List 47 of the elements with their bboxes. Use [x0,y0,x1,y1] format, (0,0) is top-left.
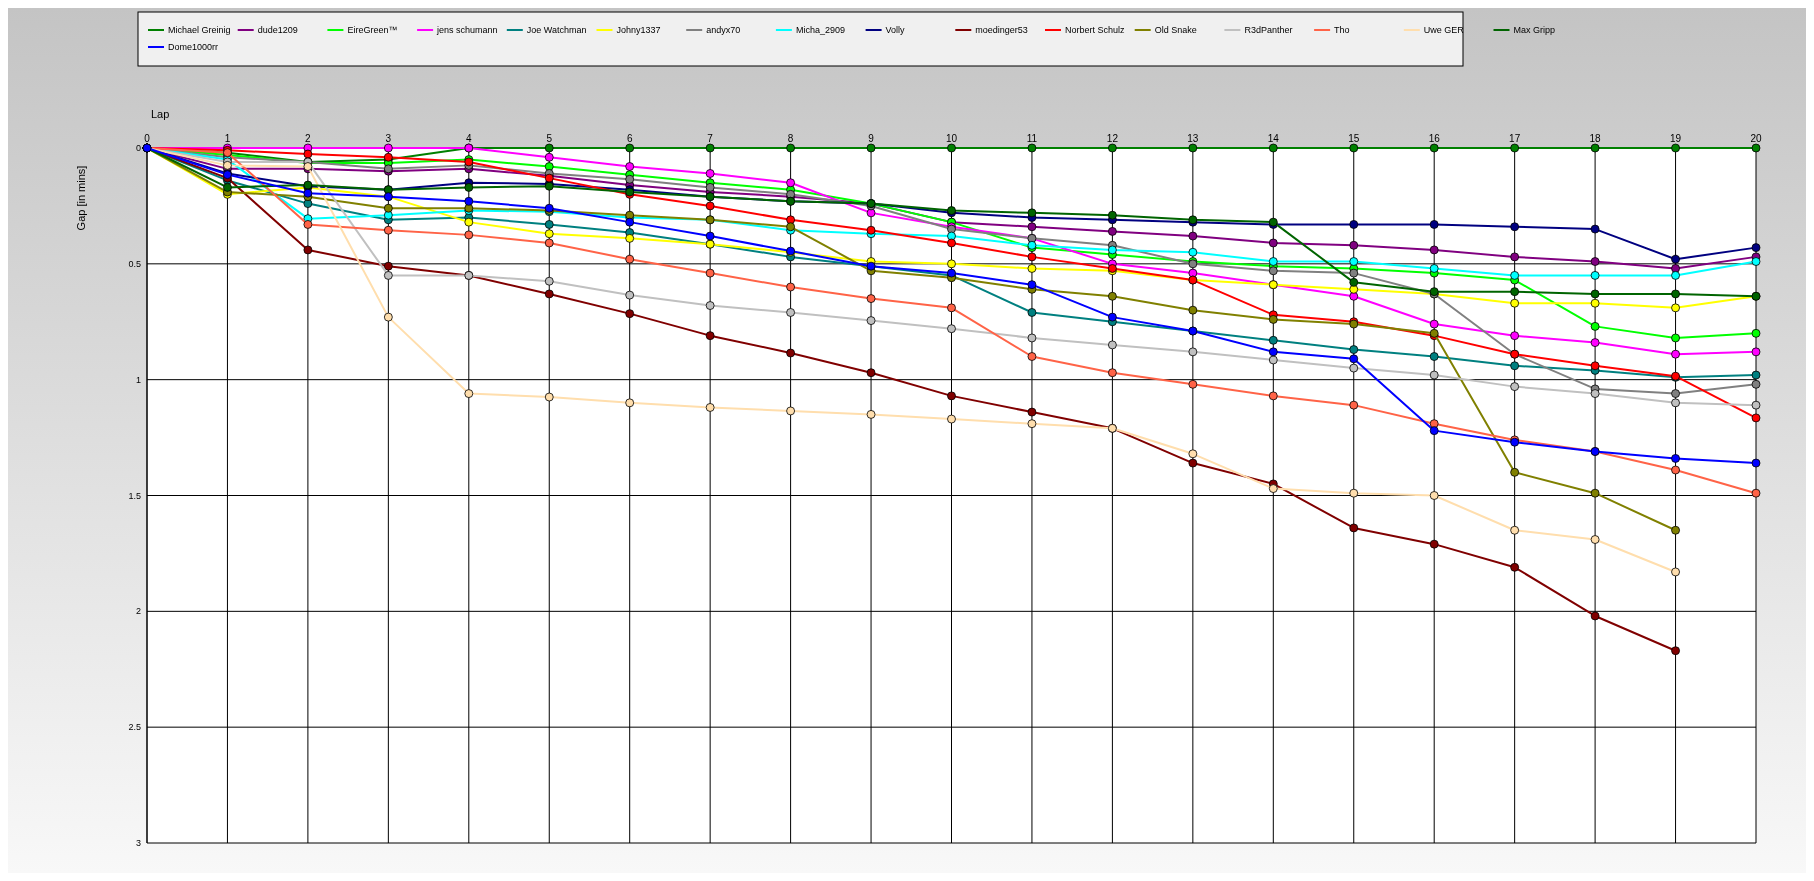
x-tick-label: 7 [707,133,714,144]
legend-label: dude1209 [257,25,298,36]
x-tick-label: 1 [224,133,231,144]
x-tick-label: 17 [1509,133,1521,144]
x-tick-label: 13 [1187,133,1199,144]
x-tick-label: 20 [1750,133,1762,144]
x-tick-label: 19 [1669,133,1682,144]
legend-label: Tho [1334,25,1350,36]
x-tick-label: 10 [945,133,958,144]
legend-label: EireGreen™ [347,25,398,36]
y-tick-label: 0 [135,143,141,154]
legend-label: Norbert Schulz [1065,25,1126,36]
legend-label: R3dPanther [1244,25,1293,36]
legend-label: Johny1337 [616,25,661,36]
x-axis-title: Lap [151,108,170,120]
y-axis-title: Gap [in mins] [75,165,87,231]
x-tick-label: 5 [546,133,553,144]
x-tick-label: 14 [1267,133,1280,144]
x-tick-label: 8 [787,133,794,144]
y-tick-label: 0.5 [128,258,141,269]
y-tick-label: 1 [135,374,141,385]
legend-label: Michael Greinig [168,25,231,36]
y-tick-label: 2 [135,606,141,617]
x-tick-label: 9 [868,133,875,144]
legend-label: Uwe GER [1423,25,1465,36]
x-tick-label: 2 [305,133,312,144]
x-tick-label: 16 [1428,133,1441,144]
x-tick-label: 3 [385,133,392,144]
x-tick-label: 18 [1589,133,1602,144]
legend-label: Volly [885,25,906,36]
y-tick-label: 2.5 [128,722,141,733]
y-tick-label: 1.5 [128,490,141,501]
legend-label: moedinger53 [975,25,1028,36]
legend-label: Old Snake [1154,25,1197,36]
legend-label: Dome1000rr [168,42,219,53]
legend-label: Joe Watchman [526,25,587,36]
x-tick-label: 4 [466,133,473,144]
x-tick-label: 12 [1106,133,1119,144]
y-tick-label: 3 [135,838,141,849]
x-tick-label: 6 [626,133,633,144]
legend-label: Micha_2909 [795,25,845,36]
legend-label: andyx70 [706,25,741,36]
legend-label: jens schumann [436,25,498,36]
x-tick-label: 0 [144,133,151,144]
x-tick-label: 15 [1348,133,1360,144]
legend-label: Max Gripp [1513,25,1556,36]
x-tick-label: 11 [1026,133,1038,144]
